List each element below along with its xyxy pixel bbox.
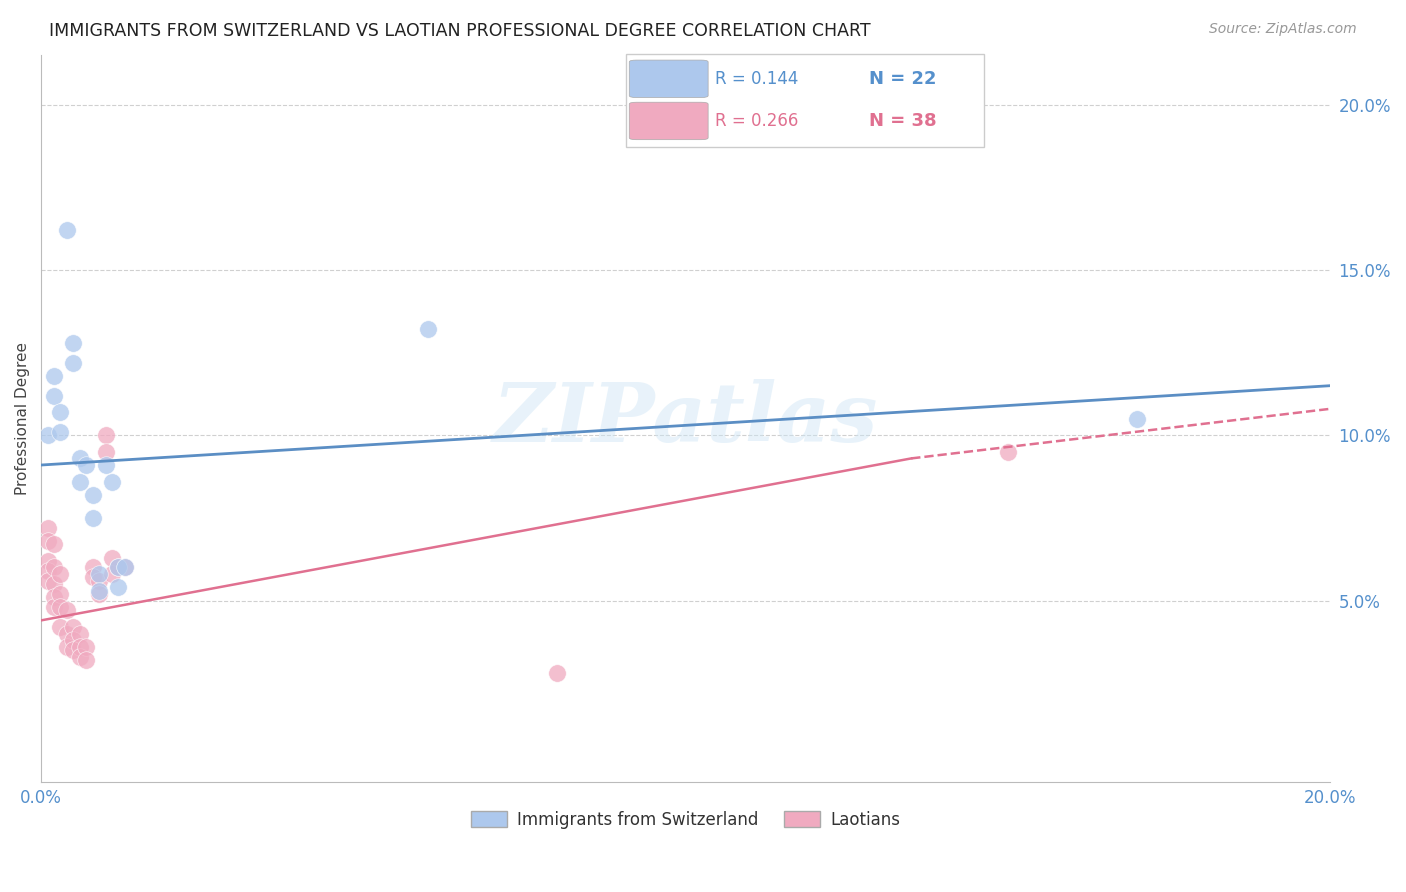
Point	[546, 666, 568, 681]
Point	[107, 560, 129, 574]
Text: N = 38: N = 38	[869, 112, 936, 130]
Point	[56, 223, 79, 237]
Point	[49, 620, 72, 634]
Point	[82, 570, 104, 584]
Point	[37, 428, 59, 442]
Point	[37, 554, 59, 568]
Point	[94, 458, 117, 472]
Point	[49, 600, 72, 615]
Text: R = 0.144: R = 0.144	[716, 70, 799, 87]
Point	[37, 564, 59, 578]
Point	[114, 560, 136, 574]
Point	[87, 567, 110, 582]
Point	[69, 626, 91, 640]
Text: Source: ZipAtlas.com: Source: ZipAtlas.com	[1209, 22, 1357, 37]
Point	[49, 425, 72, 439]
Point	[56, 626, 79, 640]
FancyBboxPatch shape	[626, 54, 984, 147]
Point	[997, 445, 1019, 459]
FancyBboxPatch shape	[630, 103, 709, 140]
Point	[62, 335, 84, 350]
Point	[49, 405, 72, 419]
Legend: Immigrants from Switzerland, Laotians: Immigrants from Switzerland, Laotians	[464, 805, 907, 836]
Point	[69, 451, 91, 466]
Point	[675, 81, 697, 95]
Point	[75, 458, 97, 472]
Point	[87, 574, 110, 588]
Point	[101, 567, 124, 582]
Point	[82, 511, 104, 525]
Point	[87, 583, 110, 598]
Point	[42, 600, 65, 615]
Point	[1126, 411, 1149, 425]
Y-axis label: Professional Degree: Professional Degree	[15, 343, 30, 495]
Text: R = 0.266: R = 0.266	[716, 112, 799, 130]
Point	[107, 560, 129, 574]
Point	[75, 640, 97, 654]
Text: N = 22: N = 22	[869, 70, 936, 87]
Point	[87, 587, 110, 601]
Text: IMMIGRANTS FROM SWITZERLAND VS LAOTIAN PROFESSIONAL DEGREE CORRELATION CHART: IMMIGRANTS FROM SWITZERLAND VS LAOTIAN P…	[49, 22, 870, 40]
Point	[42, 368, 65, 383]
Point	[94, 445, 117, 459]
Point	[37, 574, 59, 588]
Point	[62, 355, 84, 369]
Point	[49, 587, 72, 601]
Point	[82, 560, 104, 574]
Point	[42, 389, 65, 403]
Point	[101, 475, 124, 489]
Point	[42, 560, 65, 574]
Text: ZIPatlas: ZIPatlas	[494, 379, 879, 458]
Point	[82, 488, 104, 502]
Point	[42, 537, 65, 551]
Point	[69, 640, 91, 654]
Point	[114, 560, 136, 574]
Point	[69, 475, 91, 489]
Point	[56, 603, 79, 617]
Point	[101, 550, 124, 565]
Point	[62, 643, 84, 657]
Point	[69, 649, 91, 664]
Point	[416, 322, 439, 336]
FancyBboxPatch shape	[630, 60, 709, 97]
Point	[56, 640, 79, 654]
Point	[75, 653, 97, 667]
Point	[107, 580, 129, 594]
Point	[94, 428, 117, 442]
Point	[62, 633, 84, 648]
Point	[49, 567, 72, 582]
Point	[42, 577, 65, 591]
Point	[42, 591, 65, 605]
Point	[37, 534, 59, 549]
Point	[62, 620, 84, 634]
Point	[37, 521, 59, 535]
